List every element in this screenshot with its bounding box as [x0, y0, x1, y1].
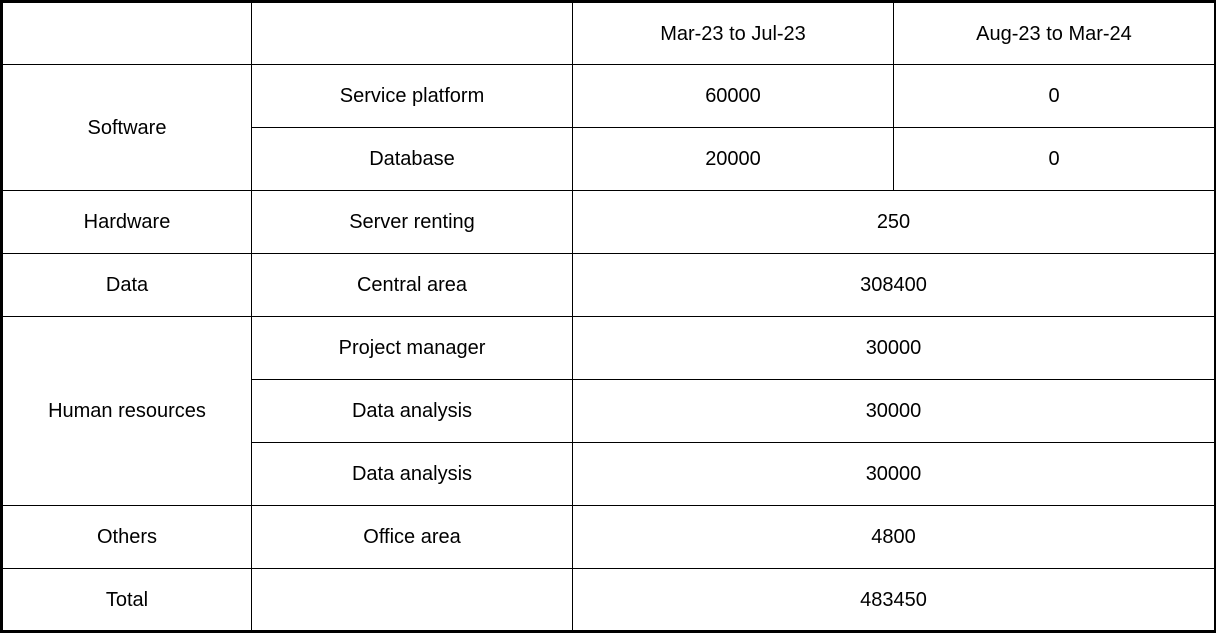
category-cell-hardware: Hardware [1, 190, 252, 254]
total-item-cell [251, 568, 573, 632]
item-cell: Data analysis [251, 379, 573, 443]
header-cell-period-1: Mar-23 to Jul-23 [572, 1, 894, 65]
table-row: Data analysis 30000 [2, 442, 1216, 506]
category-cell-others: Others [1, 505, 252, 569]
value-cell: 20000 [572, 127, 894, 191]
header-cell-category [1, 1, 252, 65]
value-cell: 30000 [572, 379, 1216, 443]
header-row: Mar-23 to Jul-23 Aug-23 to Mar-24 [1, 1, 1216, 65]
value-cell: 0 [893, 64, 1216, 128]
value-cell: 60000 [572, 64, 894, 128]
item-cell: Data analysis [251, 442, 573, 506]
value-cell: 250 [572, 190, 1216, 254]
item-cell: Service platform [251, 64, 573, 128]
header-cell-period-2: Aug-23 to Mar-24 [893, 1, 1216, 65]
total-value: 483450 [572, 568, 1216, 632]
item-cell: Central area [251, 253, 573, 317]
category-cell-software: Software [1, 64, 252, 191]
value-cell: 30000 [572, 316, 1216, 380]
item-cell: Project manager [251, 316, 573, 380]
category-cell-human-resources: Human resources [1, 316, 252, 506]
item-cell: Office area [251, 505, 573, 569]
category-cell-data: Data [1, 253, 252, 317]
table-row: Hardware Server renting 250 [1, 190, 1216, 254]
table-row: Data analysis 30000 [2, 379, 1216, 443]
table-row: Data Central area 308400 [1, 253, 1216, 317]
total-label: Total [1, 568, 252, 632]
value-cell: 0 [893, 127, 1216, 191]
item-cell: Database [251, 127, 573, 191]
table-row: Database 20000 0 [2, 127, 1216, 191]
value-cell: 4800 [572, 505, 1216, 569]
table-row: Software Service platform 60000 0 [1, 64, 1216, 191]
value-cell: 30000 [572, 442, 1216, 506]
total-row: Total 483450 [1, 568, 1216, 632]
item-cell: Server renting [251, 190, 573, 254]
table-row: Others Office area 4800 [1, 505, 1216, 569]
value-cell: 308400 [572, 253, 1216, 317]
header-cell-item [251, 1, 573, 65]
table-row: Human resources Project manager 30000 [1, 316, 1216, 506]
